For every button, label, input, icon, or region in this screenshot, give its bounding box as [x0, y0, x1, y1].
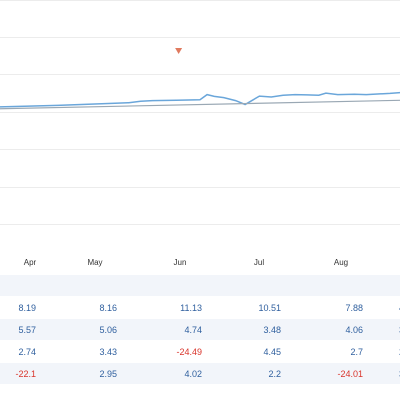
- table-cell: 3.48: [263, 325, 281, 335]
- table-cell: 4.02: [184, 369, 202, 379]
- month-label: Jul: [253, 258, 265, 267]
- table-cell: 2.95: [99, 369, 117, 379]
- chart-plot[interactable]: 140160180200220240260280300: [0, 0, 400, 238]
- table-cell: 5.06: [99, 325, 117, 335]
- table-cell: 4.74: [184, 325, 202, 335]
- table-cell: -22.1: [15, 369, 36, 379]
- month-label: Aug: [333, 258, 349, 267]
- table-cell: 2.74: [18, 347, 36, 357]
- table-cell: 4.06: [345, 325, 363, 335]
- table-cell: 2: [399, 347, 400, 357]
- month-label: May: [87, 258, 103, 267]
- table-cell: 11.13: [180, 303, 202, 313]
- trend-line: [0, 99, 400, 110]
- table-cell: 3: [399, 325, 400, 335]
- table-cell: 7.88: [345, 303, 363, 313]
- table-cell: 2.2: [268, 369, 281, 379]
- table-cell: 5.57: [18, 325, 36, 335]
- table-cell: 3: [399, 369, 400, 379]
- table-row: 5.57 5.06 4.74 3.48 4.06 3: [0, 318, 400, 340]
- returns-table: 8.19 8.16 11.13 10.51 7.88 4 5.57 5.06 4…: [0, 274, 400, 384]
- table-cell: 8.19: [18, 303, 36, 313]
- price-line: [0, 91, 400, 108]
- table-cell: 4: [399, 303, 400, 313]
- month-label: Apr: [23, 258, 37, 267]
- table-row: [0, 274, 400, 296]
- table-row: 8.19 8.16 11.13 10.51 7.88 4: [0, 296, 400, 318]
- table-cell: 3.43: [99, 347, 117, 357]
- table-cell: 4.45: [263, 347, 281, 357]
- table-cell: 8.16: [99, 303, 117, 313]
- table-cell: -24.01: [337, 369, 363, 379]
- table-row: 2.74 3.43 -24.49 4.45 2.7 2: [0, 340, 400, 362]
- table-cell: -24.49: [176, 347, 202, 357]
- month-header-row: Apr May Jun Jul Aug: [0, 258, 400, 274]
- month-label: Jun: [173, 258, 187, 267]
- table-cell: 2.7: [350, 347, 363, 357]
- marker-icon: [175, 48, 183, 54]
- table-row: -22.1 2.95 4.02 2.2 -24.01 3: [0, 362, 400, 384]
- table-cell: 10.51: [258, 303, 281, 313]
- price-chart[interactable]: 140160180200220240260280300: [0, 0, 400, 238]
